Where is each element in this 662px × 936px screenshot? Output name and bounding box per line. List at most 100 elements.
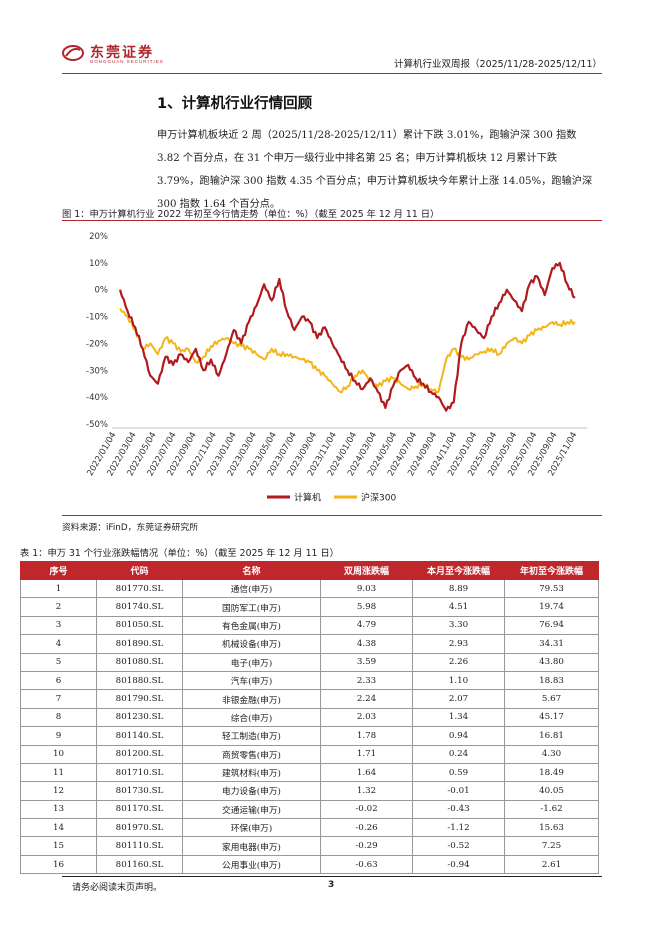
cell-name: 机械设备(申万) xyxy=(182,634,321,654)
cell-rank: 14 xyxy=(20,818,97,838)
series-line-csi300 xyxy=(119,307,576,394)
cell-code: 801110.SL xyxy=(96,836,183,856)
cell-code: 801050.SL xyxy=(96,615,183,636)
series-line-computer xyxy=(118,261,576,412)
cell-ytd: 4.30 xyxy=(504,744,599,764)
figure-source: 资料来源：iFinD，东莞证券研究所 xyxy=(62,523,199,533)
cell-biweekly: 2.24 xyxy=(320,689,413,709)
cell-biweekly: 1.32 xyxy=(320,781,413,801)
cell-biweekly: 2.33 xyxy=(320,670,413,691)
table-row: 7 801790.SL 非银金融(申万) 2.24 2.07 5.67 xyxy=(20,689,599,709)
cell-biweekly: 1.78 xyxy=(320,726,413,746)
table-row: 1 801770.SL 通信(申万) 9.03 8.89 79.53 xyxy=(20,578,599,599)
y-tick-label: 10% xyxy=(89,259,108,269)
cell-ytd: 15.63 xyxy=(504,818,599,838)
cell-name: 家用电器(申万) xyxy=(182,836,321,856)
cell-mtd: -0.94 xyxy=(412,854,505,875)
table-row: 10 801200.SL 商贸零售(申万) 1.71 0.24 4.30 xyxy=(20,744,599,764)
cell-ytd: 34.31 xyxy=(504,634,599,654)
y-tick-label: -30% xyxy=(86,366,108,376)
y-tick-label: -40% xyxy=(86,393,108,403)
cell-rank: 11 xyxy=(20,762,97,783)
cell-mtd: 0.94 xyxy=(412,726,505,746)
cell-code: 801080.SL xyxy=(96,652,183,672)
cell-biweekly: 1.64 xyxy=(320,762,413,783)
cell-code: 801970.SL xyxy=(96,818,183,838)
col-header-code: 代码 xyxy=(96,561,183,580)
cell-mtd: 0.59 xyxy=(412,762,505,783)
cell-name: 电子(申万) xyxy=(182,652,321,672)
cell-mtd: 0.24 xyxy=(412,744,505,764)
footer-disclaimer: 请务必阅读末页声明。 xyxy=(72,883,163,893)
cell-rank: 12 xyxy=(20,781,97,801)
cell-biweekly: 3.59 xyxy=(320,652,413,672)
cell-name: 汽车(申万) xyxy=(182,670,321,691)
cell-ytd: 5.67 xyxy=(504,689,599,709)
table-row: 13 801170.SL 交通运输(申万) -0.02 -0.43 -1.62 xyxy=(20,799,599,820)
cell-code: 801790.SL xyxy=(96,689,183,709)
cell-biweekly: 4.38 xyxy=(320,634,413,654)
cell-name: 有色金属(申万) xyxy=(182,615,321,636)
logo-name: 东莞证券 xyxy=(90,45,154,61)
cell-rank: 7 xyxy=(20,689,97,709)
cell-ytd: 2.61 xyxy=(504,854,599,875)
cell-ytd: -1.62 xyxy=(504,799,599,820)
cell-name: 建筑材料(申万) xyxy=(182,762,321,783)
performance-chart: 20% 10% 0% -10% -20% -30% -40% -50% 2022/01/04 20… xyxy=(62,222,602,512)
cell-rank: 16 xyxy=(20,854,97,875)
table-row: 14 801970.SL 环保(申万) -0.26 -1.12 15.63 xyxy=(20,818,599,838)
y-tick-label: 20% xyxy=(89,232,108,242)
cell-mtd: -1.12 xyxy=(412,818,505,838)
cell-rank: 10 xyxy=(20,744,97,764)
cell-name: 综合(申万) xyxy=(182,707,321,728)
cell-code: 801230.SL xyxy=(96,707,183,728)
cell-mtd: 2.26 xyxy=(412,652,505,672)
table-row: 9 801140.SL 轻工制造(申万) 1.78 0.94 16.81 xyxy=(20,726,599,746)
legend-label-computer: 计算机 xyxy=(294,492,321,504)
table-row: 11 801710.SL 建筑材料(申万) 1.64 0.59 18.49 xyxy=(20,762,599,783)
cell-name: 通信(申万) xyxy=(182,578,321,599)
cell-mtd: 1.10 xyxy=(412,670,505,691)
col-header-name: 名称 xyxy=(182,561,321,580)
table-caption: 表 1：申万 31 个行业涨跌幅情况（单位：%）（截至 2025 年 12 月 … xyxy=(20,548,339,559)
cell-ytd: 43.80 xyxy=(504,652,599,672)
cell-biweekly: -0.29 xyxy=(320,836,413,856)
cell-biweekly: 2.03 xyxy=(320,707,413,728)
cell-mtd: 2.07 xyxy=(412,689,505,709)
cell-rank: 4 xyxy=(20,634,97,654)
cell-ytd: 76.94 xyxy=(504,615,599,636)
cell-name: 环保(申万) xyxy=(182,818,321,838)
cell-ytd: 79.53 xyxy=(504,578,599,599)
cell-code: 801730.SL xyxy=(96,781,183,801)
cell-biweekly: -0.26 xyxy=(320,818,413,838)
figure-divider xyxy=(62,220,602,221)
page-header: 东莞证券 DONGGUAN SECURITIES 计算机行业双周报（2025/1… xyxy=(62,44,602,72)
table-row: 2 801740.SL 国防军工(申万) 5.98 4.51 19.74 xyxy=(20,597,599,617)
col-header-mtd: 本月至今涨跌幅 xyxy=(412,561,505,580)
cell-biweekly: 4.79 xyxy=(320,615,413,636)
chart-svg: 20%10%0%-10%-20%-30%-40%-50%2022/01/0420… xyxy=(85,232,587,504)
company-logo: 东莞证券 xyxy=(62,44,154,62)
cell-rank: 3 xyxy=(20,615,97,636)
logo-mark-icon xyxy=(62,45,84,61)
cell-code: 801880.SL xyxy=(96,670,183,691)
cell-mtd: 8.89 xyxy=(412,578,505,599)
cell-code: 801200.SL xyxy=(96,744,183,764)
table-row: 5 801080.SL 电子(申万) 3.59 2.26 43.80 xyxy=(20,652,599,672)
y-tick-label: -50% xyxy=(86,420,108,430)
cell-rank: 8 xyxy=(20,707,97,728)
cell-name: 公用事业(申万) xyxy=(182,854,321,875)
figure-caption: 图 1：申万计算机行业 2022 年初至今行情走势（单位：%）（截至 2025 … xyxy=(62,209,440,220)
table-row: 12 801730.SL 电力设备(申万) 1.32 -0.01 40.05 xyxy=(20,781,599,801)
cell-code: 801890.SL xyxy=(96,634,183,654)
industry-table: 序号 代码 名称 双周涨跌幅 本月至今涨跌幅 年初至今涨跌幅 1 801770.S… xyxy=(20,561,599,875)
cell-name: 电力设备(申万) xyxy=(182,781,321,801)
source-divider xyxy=(62,515,602,516)
cell-code: 801160.SL xyxy=(96,854,183,875)
cell-rank: 15 xyxy=(20,836,97,856)
cell-code: 801740.SL xyxy=(96,597,183,617)
table-row: 15 801110.SL 家用电器(申万) -0.29 -0.52 7.25 xyxy=(20,836,599,856)
cell-ytd: 40.05 xyxy=(504,781,599,801)
table-row: 8 801230.SL 综合(申万) 2.03 1.34 45.17 xyxy=(20,707,599,728)
cell-mtd: -0.43 xyxy=(412,799,505,820)
